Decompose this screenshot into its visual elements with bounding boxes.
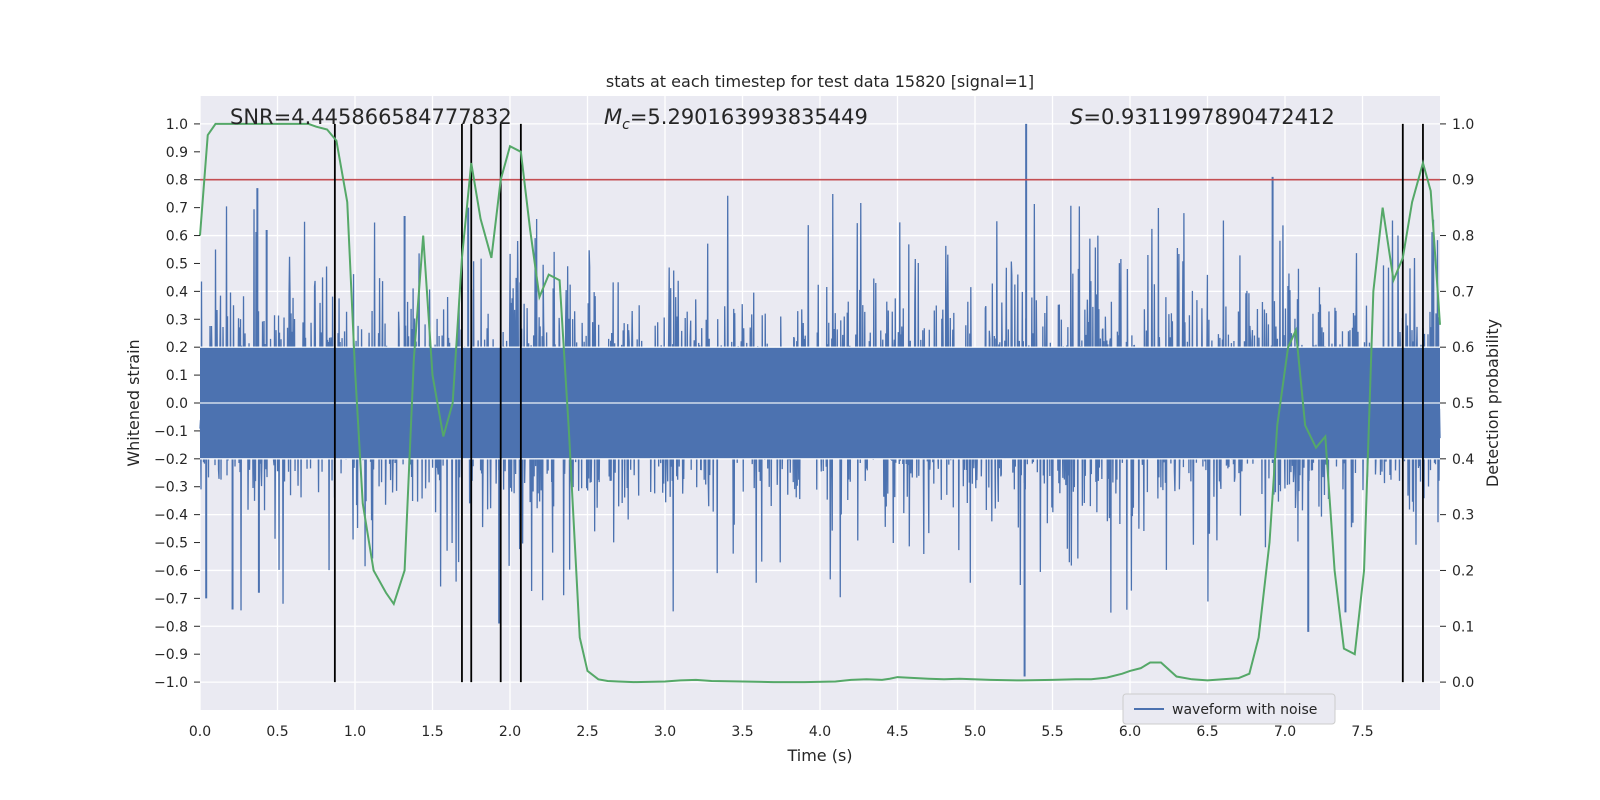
chart-title: stats at each timestep for test data 158…	[606, 72, 1034, 91]
y-tick-labels: 1.0 0.9 0.8 0.7 0.6 0.5 0.4 0.3 0.2 0.1 0.0 −0.1 −0.…	[154, 117, 200, 691]
y-tick-label: −0.7	[154, 591, 188, 607]
x-tick-label: 4.0	[809, 724, 831, 740]
x-tick-label: 7.0	[1274, 724, 1296, 740]
detection-markers	[333, 123, 1424, 683]
y2-tick-labels: 1.0 0.9 0.8 0.7 0.6 0.5 0.4 0.3 0.2 0.1 0.0	[1440, 117, 1474, 691]
y-tick-label: 0.2	[166, 340, 188, 356]
y-tick-label: 0.7	[166, 201, 188, 217]
y-tick-label: −0.1	[154, 424, 188, 440]
snr-annotation: SNR=4.445866584777832	[230, 105, 512, 129]
chirp-mass-symbol: M	[604, 105, 622, 129]
y-tick-label: −0.9	[154, 647, 188, 663]
probability-layer	[199, 122, 1441, 684]
x-tick-label: 3.0	[654, 724, 676, 740]
y-tick-label: 0.4	[166, 284, 188, 300]
y2-tick-label: 0.1	[1452, 619, 1474, 635]
statistic-annotation: S=0.9311997890472412	[1070, 105, 1335, 129]
legend-box	[1122, 693, 1336, 725]
x-tick-label: 3.5	[731, 724, 753, 740]
y2-tick-label: 0.8	[1452, 229, 1474, 245]
y-tick-label: −0.6	[154, 563, 188, 579]
x-tick-label: 2.5	[576, 724, 598, 740]
y-tick-label: −0.4	[154, 508, 188, 524]
x-tick-label: 7.5	[1351, 724, 1373, 740]
y-tick-label: −0.2	[154, 452, 188, 468]
y-tick-label: 0.8	[166, 173, 188, 189]
y-tick-label: 0.6	[166, 229, 188, 245]
x-tick-label: 2.0	[499, 724, 521, 740]
chirp-mass-value: =5.290163993835449	[630, 105, 868, 129]
x-tick-label: 6.5	[1196, 724, 1218, 740]
statistic-symbol: S	[1070, 105, 1083, 129]
y2-tick-label: 0.4	[1452, 452, 1474, 468]
x-axis-label: Time (s)	[786, 746, 852, 765]
x-tick-label: 5.5	[1041, 724, 1063, 740]
y2-tick-label: 0.7	[1452, 284, 1474, 300]
y2-tick-label: 0.6	[1452, 340, 1474, 356]
y2-tick-label: 0.2	[1452, 563, 1474, 579]
x-tick-label: 0.0	[189, 724, 211, 740]
y2-tick-label: 0.0	[1452, 675, 1474, 691]
y-tick-label: −0.3	[154, 480, 188, 496]
legend-label-waveform: waveform with noise	[1172, 702, 1317, 718]
x-tick-label: 0.5	[266, 724, 288, 740]
y-tick-label: 0.5	[166, 256, 188, 272]
chirp-mass-annotation: Mc=5.290163993835449	[604, 105, 868, 133]
x-tick-label: 1.5	[421, 724, 443, 740]
x-tick-labels: 0.0 0.5 1.0 1.5 2.0 2.5 3.0 3.5 4.0 4.5 5.0 5.5 6.0 6…	[189, 724, 1374, 740]
y-tick-label: 0.1	[166, 368, 188, 384]
y2-axis-label: Detection probability	[1483, 319, 1502, 487]
y-tick-label: 0.9	[166, 145, 188, 161]
legend: waveform with noise	[1122, 693, 1336, 725]
y-tick-label: −0.8	[154, 619, 188, 635]
y-tick-label: −0.5	[154, 536, 188, 552]
y-tick-label: 0.3	[166, 312, 188, 328]
x-tick-label: 5.0	[964, 724, 986, 740]
y-tick-label: 1.0	[166, 117, 188, 133]
statistic-value: =0.9311997890472412	[1083, 105, 1334, 129]
y2-tick-label: 0.9	[1452, 173, 1474, 189]
y2-tick-label: 0.3	[1452, 508, 1474, 524]
x-tick-label: 6.0	[1119, 724, 1141, 740]
x-tick-label: 1.0	[344, 724, 366, 740]
waveform-series	[199, 123, 1441, 677]
chirp-mass-subscript: c	[622, 117, 630, 133]
x-tick-label: 4.5	[886, 724, 908, 740]
y-axis-label: Whitened strain	[124, 339, 143, 466]
y2-tick-label: 1.0	[1452, 117, 1474, 133]
detection-probability-line	[199, 122, 1441, 684]
y2-tick-label: 0.5	[1452, 396, 1474, 412]
y-tick-label: 0.0	[166, 396, 188, 412]
y-tick-label: −1.0	[154, 675, 188, 691]
